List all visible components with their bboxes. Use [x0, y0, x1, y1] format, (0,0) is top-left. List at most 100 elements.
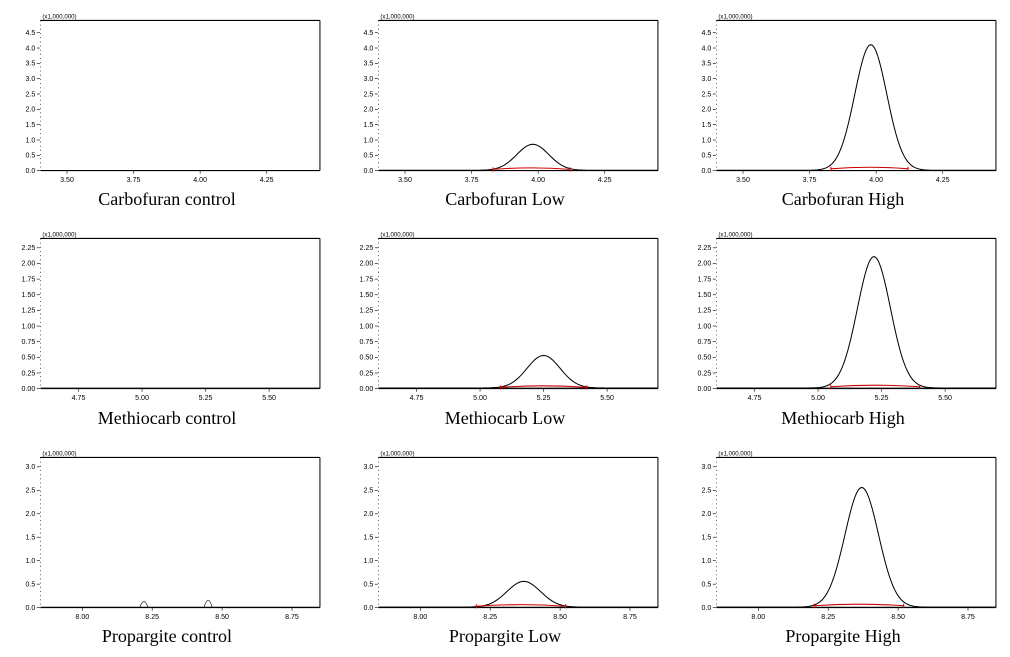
svg-text:0.75: 0.75 — [360, 337, 374, 346]
svg-text:1.75: 1.75 — [22, 275, 36, 284]
svg-text:2.0: 2.0 — [701, 509, 711, 518]
svg-text:0.0: 0.0 — [701, 602, 711, 611]
svg-text:3.5: 3.5 — [701, 59, 711, 68]
svg-text:1.5: 1.5 — [363, 120, 373, 129]
svg-text:5.50: 5.50 — [938, 393, 952, 402]
svg-text:8.25: 8.25 — [821, 612, 835, 621]
svg-text:0.75: 0.75 — [698, 337, 712, 346]
svg-text:0.00: 0.00 — [698, 384, 712, 393]
svg-text:8.50: 8.50 — [215, 612, 229, 621]
svg-text:1.00: 1.00 — [360, 322, 374, 331]
plot-area: 0.00.51.01.52.02.53.03.54.04.53.503.754.… — [10, 10, 324, 187]
svg-text:1.5: 1.5 — [701, 120, 711, 129]
svg-text:8.00: 8.00 — [75, 612, 89, 621]
svg-text:4.0: 4.0 — [363, 43, 373, 52]
svg-text:3.75: 3.75 — [465, 175, 479, 184]
svg-text:1.50: 1.50 — [360, 290, 374, 299]
svg-text:(x1,000,000): (x1,000,000) — [42, 232, 76, 239]
svg-text:(x1,000,000): (x1,000,000) — [718, 232, 752, 239]
svg-text:4.5: 4.5 — [363, 28, 373, 37]
svg-text:1.5: 1.5 — [363, 532, 373, 541]
svg-text:1.75: 1.75 — [698, 275, 712, 284]
svg-text:2.5: 2.5 — [701, 485, 711, 494]
svg-text:0.00: 0.00 — [360, 384, 374, 393]
svg-text:(x1,000,000): (x1,000,000) — [380, 450, 414, 457]
svg-text:8.75: 8.75 — [285, 612, 299, 621]
svg-text:2.00: 2.00 — [360, 259, 374, 268]
svg-text:2.25: 2.25 — [360, 243, 374, 252]
panel-caption: Propargite control — [102, 626, 232, 647]
svg-text:0.0: 0.0 — [25, 166, 35, 175]
plot-area: 0.00.51.01.52.02.53.03.54.04.53.503.754.… — [686, 10, 1000, 187]
svg-text:3.0: 3.0 — [363, 462, 373, 471]
panel: 0.00.51.01.52.02.53.03.54.04.53.503.754.… — [348, 10, 662, 210]
svg-text:5.25: 5.25 — [537, 393, 551, 402]
svg-text:1.25: 1.25 — [22, 306, 36, 315]
svg-text:1.0: 1.0 — [25, 556, 35, 565]
svg-text:3.50: 3.50 — [736, 175, 750, 184]
svg-text:2.00: 2.00 — [22, 259, 36, 268]
svg-text:5.00: 5.00 — [135, 393, 149, 402]
panel-caption: Propargite High — [785, 626, 900, 647]
svg-text:8.50: 8.50 — [891, 612, 905, 621]
svg-text:2.25: 2.25 — [22, 243, 36, 252]
svg-text:1.75: 1.75 — [360, 275, 374, 284]
svg-text:0.0: 0.0 — [363, 166, 373, 175]
svg-text:3.0: 3.0 — [363, 74, 373, 83]
plot-area: 0.00.51.01.52.02.53.08.008.258.508.75(x1… — [10, 447, 324, 624]
panel: 0.000.250.500.751.001.251.501.752.002.25… — [348, 228, 662, 428]
svg-text:1.0: 1.0 — [363, 556, 373, 565]
svg-text:0.5: 0.5 — [701, 579, 711, 588]
svg-text:8.75: 8.75 — [961, 612, 975, 621]
svg-text:1.5: 1.5 — [25, 120, 35, 129]
svg-text:4.5: 4.5 — [25, 28, 35, 37]
svg-text:5.25: 5.25 — [199, 393, 213, 402]
chromatogram-grid: 0.0 0.5 1.0 1.5 2.0 2.5 3.0 3.5 4.0 4.5 3.50 3.75 4.… — [10, 10, 1000, 647]
panel: 0.00.51.01.52.02.53.08.008.258.508.75(x1… — [686, 447, 1000, 647]
svg-text:5.25: 5.25 — [875, 393, 889, 402]
svg-text:4.00: 4.00 — [869, 175, 883, 184]
svg-text:0.5: 0.5 — [363, 151, 373, 160]
svg-text:0.00: 0.00 — [22, 384, 36, 393]
svg-text:(x1,000,000): (x1,000,000) — [380, 232, 414, 239]
svg-text:2.0: 2.0 — [701, 105, 711, 114]
svg-text:3.0: 3.0 — [701, 462, 711, 471]
svg-text:1.0: 1.0 — [25, 135, 35, 144]
panel: 0.000.250.500.751.001.251.501.752.002.25… — [686, 228, 1000, 428]
svg-text:2.5: 2.5 — [363, 485, 373, 494]
svg-text:5.50: 5.50 — [600, 393, 614, 402]
svg-text:8.25: 8.25 — [483, 612, 497, 621]
plot-area: 0.000.250.500.751.001.251.501.752.002.25… — [348, 228, 662, 405]
svg-text:0.25: 0.25 — [22, 369, 36, 378]
svg-text:1.50: 1.50 — [22, 290, 36, 299]
svg-text:8.25: 8.25 — [145, 612, 159, 621]
svg-text:0.25: 0.25 — [360, 369, 374, 378]
svg-text:3.5: 3.5 — [25, 59, 35, 68]
panel-caption: Propargite Low — [449, 626, 561, 647]
svg-text:(x1,000,000): (x1,000,000) — [718, 450, 752, 457]
panel: 0.000.250.500.751.001.251.501.752.002.25… — [10, 228, 324, 428]
svg-text:2.0: 2.0 — [25, 509, 35, 518]
svg-text:2.5: 2.5 — [363, 89, 373, 98]
svg-text:0.5: 0.5 — [363, 579, 373, 588]
panel: 0.00.51.01.52.02.53.08.008.258.508.75(x1… — [10, 447, 324, 647]
svg-text:0.5: 0.5 — [25, 579, 35, 588]
svg-text:1.25: 1.25 — [698, 306, 712, 315]
svg-text:0.75: 0.75 — [22, 337, 36, 346]
svg-text:0.0: 0.0 — [25, 602, 35, 611]
svg-text:8.00: 8.00 — [751, 612, 765, 621]
svg-text:3.75: 3.75 — [127, 175, 141, 184]
svg-text:8.00: 8.00 — [413, 612, 427, 621]
svg-text:1.00: 1.00 — [22, 322, 36, 331]
plot-area: 0.000.250.500.751.001.251.501.752.002.25… — [686, 228, 1000, 405]
svg-text:2.5: 2.5 — [701, 89, 711, 98]
svg-text:2.0: 2.0 — [25, 105, 35, 114]
svg-text:0.0: 0.0 — [701, 166, 711, 175]
panel: 0.00.51.01.52.02.53.08.008.258.508.75(x1… — [348, 447, 662, 647]
svg-text:2.0: 2.0 — [363, 105, 373, 114]
svg-text:3.75: 3.75 — [803, 175, 817, 184]
svg-text:4.75: 4.75 — [748, 393, 762, 402]
svg-text:(x1,000,000): (x1,000,000) — [42, 450, 76, 457]
plot-area: 0.00.51.01.52.02.53.08.008.258.508.75(x1… — [686, 447, 1000, 624]
svg-text:3.50: 3.50 — [60, 175, 74, 184]
